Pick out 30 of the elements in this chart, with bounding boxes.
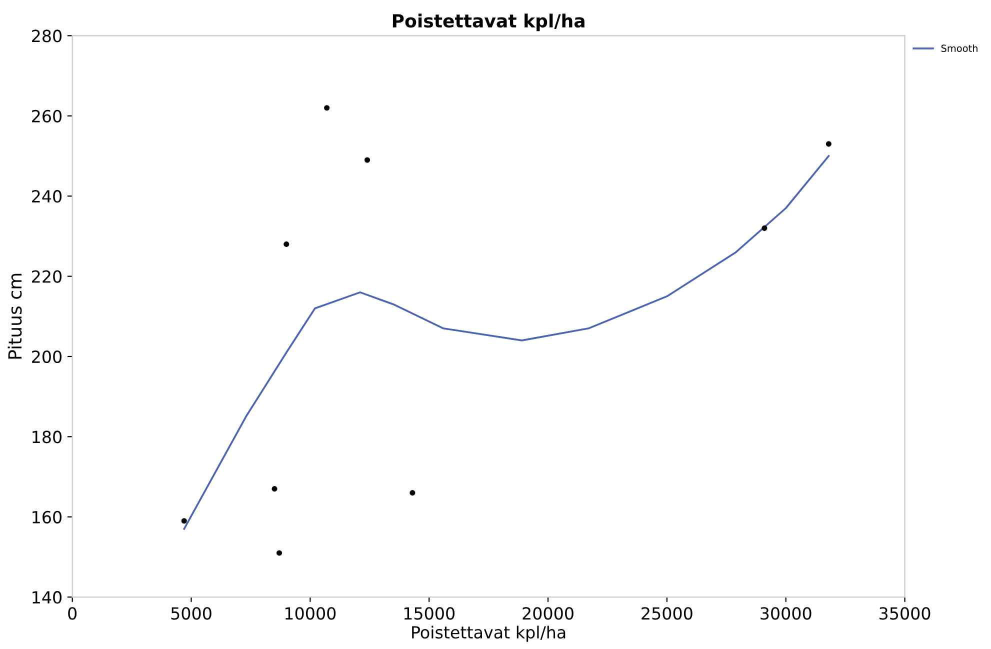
x-tick-label: 0 xyxy=(68,607,77,620)
y-axis-title: Pituus cm xyxy=(8,274,22,359)
point xyxy=(364,157,370,163)
point xyxy=(272,486,278,492)
x-tick-label: 5000 xyxy=(171,607,212,620)
x-tick-label: 10000 xyxy=(286,607,336,620)
y-tick-label: 240 xyxy=(32,190,62,203)
point xyxy=(826,141,832,147)
x-tick-label: 25000 xyxy=(642,607,692,620)
point xyxy=(181,518,187,524)
point xyxy=(284,241,290,247)
x-tick-label: 30000 xyxy=(760,607,812,620)
y-tick-label: 160 xyxy=(32,510,62,524)
y-tick-label: 260 xyxy=(32,110,62,122)
point xyxy=(410,490,416,496)
point xyxy=(762,225,768,231)
chart-title: Poistettavat kpl/ha xyxy=(392,14,584,32)
legend-label: Smooth xyxy=(941,44,978,52)
x-tick-label: 15000 xyxy=(404,607,455,620)
y-tick-label: 140 xyxy=(32,591,62,604)
y-tick-label: 280 xyxy=(32,30,62,42)
y-tick-label: 180 xyxy=(32,430,62,444)
point xyxy=(276,550,282,556)
x-tick-label: 35000 xyxy=(880,607,930,620)
x-axis-title: Poistettavat kpl/ha xyxy=(412,626,566,642)
y-tick-label: 220 xyxy=(32,270,62,283)
y-tick-label: 200 xyxy=(32,350,62,364)
x-tick-label: 20000 xyxy=(522,607,574,620)
line-series xyxy=(183,155,830,530)
point xyxy=(324,105,330,111)
